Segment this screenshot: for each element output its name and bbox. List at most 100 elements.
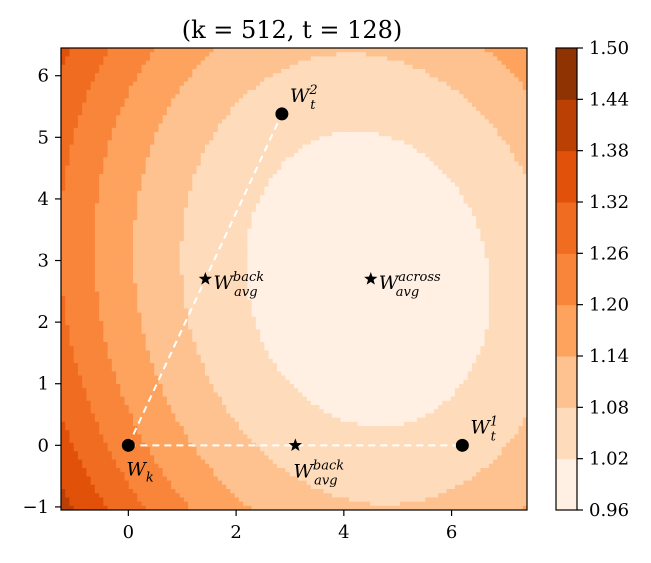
contour-cell [171,165,176,171]
contour-cell [179,463,185,469]
contour-cell [217,148,223,154]
contour-cell [217,85,223,91]
contour-cell [133,392,138,398]
contour-cell [166,165,172,171]
contour-cell [230,447,236,452]
contour-cell [175,195,181,200]
contour-cell [243,354,248,360]
contour-cell [124,161,130,167]
contour-cell [238,463,244,469]
contour-cell [77,60,83,66]
contour-cell [162,111,168,116]
contour-cell [111,85,117,91]
contour-cell [196,195,202,200]
contour-cell [145,249,151,255]
contour-cell [61,476,66,482]
contour-cell [77,94,83,99]
contour-cell [141,333,147,339]
contour-cell [221,283,227,288]
contour-cell [141,451,147,456]
contour-cell [94,157,100,162]
contour-cell [247,333,253,339]
contour-cell [162,459,168,465]
contour-cell [171,64,176,70]
contour-cell [120,304,126,309]
contour-cell [243,371,248,377]
contour-cell [82,157,88,162]
contour-cell [196,115,202,120]
contour-cell [145,484,151,490]
contour-cell [128,329,134,335]
contour-cell [217,501,223,507]
contour-cell [141,375,147,381]
contour-cell [77,207,83,213]
contour-cell [166,136,172,141]
contour-cell [183,480,189,486]
contour-cell [61,111,66,116]
contour-cell [158,384,164,389]
contour-cell [205,106,210,112]
contour-cell [149,308,155,314]
contour-cell [217,127,223,133]
contour-cell [158,455,164,461]
contour-cell [183,64,189,70]
contour-cell [137,199,143,204]
contour-cell [124,111,130,116]
contour-cell [188,266,193,272]
contour-cell [128,81,134,87]
contour-cell [65,400,71,406]
contour-cell [226,409,232,414]
contour-cell [205,123,210,129]
contour-cell [183,308,189,314]
contour-cell [103,472,109,477]
contour-cell [141,140,147,146]
contour-cell [99,358,104,364]
contour-cell [183,262,189,267]
contour-cell [162,434,168,440]
contour-cell [77,346,83,351]
contour-cell [217,304,223,309]
contour-cell [171,127,176,133]
contour-cell [73,237,79,242]
contour-cell [196,472,202,477]
contour-cell [175,354,181,360]
contour-cell [116,245,121,251]
contour-cell [188,169,193,175]
contour-cell [183,161,189,167]
contour-cell [243,489,248,494]
contour-cell [217,216,223,221]
contour-cell [116,337,121,343]
contour-cell [213,333,219,339]
contour-cell [205,325,210,330]
contour-cell [183,85,189,91]
contour-cell [166,489,172,494]
contour-cell [171,274,176,280]
contour-cell [94,182,100,188]
contour-cell [226,203,232,209]
contour-cell [183,354,189,360]
contour-cell [192,106,198,112]
contour-cell [196,102,202,108]
contour-cell [137,161,143,167]
contour-cell [99,430,104,435]
contour-cell [111,325,117,330]
contour-cell [162,295,168,301]
contour-cell [141,337,147,343]
contour-cell [175,455,181,461]
contour-cell [137,409,143,414]
contour-cell [188,64,193,70]
contour-cell [158,77,164,83]
contour-cell [247,279,253,284]
contour-cell [145,106,151,112]
contour-cell [124,220,130,225]
contour-cell [99,241,104,246]
contour-cell [111,220,117,225]
contour-cell [221,102,227,108]
contour-cell [238,283,244,288]
contour-cell [145,392,151,398]
contour-cell [111,384,117,389]
contour-cell [103,371,109,377]
contour-cell [94,81,100,87]
contour-cell [128,178,134,183]
contour-cell [154,157,160,162]
